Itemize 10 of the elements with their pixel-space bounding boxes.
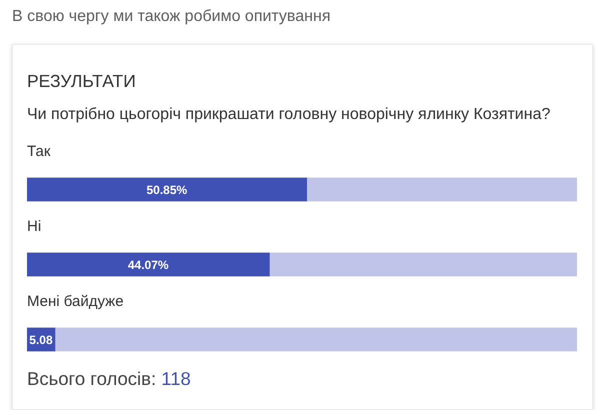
text: В свою чергу ми також робимо опитування xyxy=(12,7,330,27)
chart-subtitle: Чи потрібно цьогоріч прикрашати головну новорічну ялинку Козятина? xyxy=(27,105,550,125)
y-tick-label: Так xyxy=(27,143,51,160)
annotation: Всього голосів: 118 xyxy=(27,368,191,389)
data-label: 50.85% xyxy=(146,182,188,197)
y-tick-label: Ні xyxy=(27,218,42,236)
chart-title: РЕЗУЛЬТАТИ xyxy=(27,71,136,91)
data-label: 5.08 xyxy=(29,332,53,347)
data-label: 44.07% xyxy=(128,258,169,272)
y-tick-label: Мені байдуже xyxy=(27,293,124,310)
